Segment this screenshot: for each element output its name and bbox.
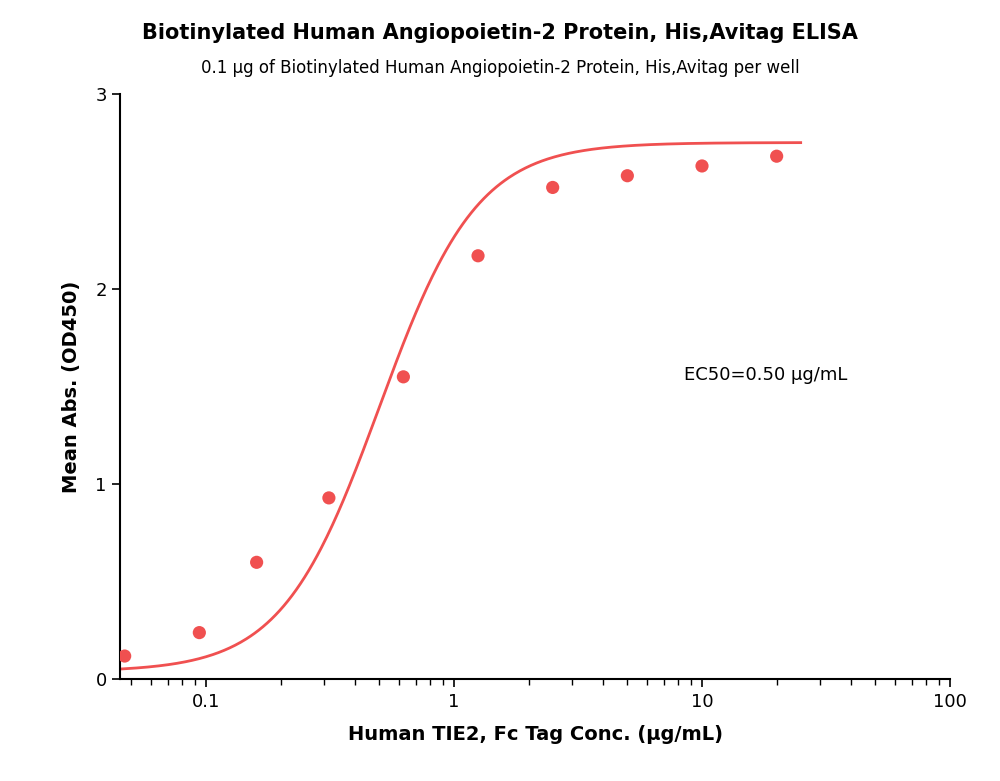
Text: 0.1 μg of Biotinylated Human Angiopoietin-2 Protein, His,Avitag per well: 0.1 μg of Biotinylated Human Angiopoieti… — [201, 59, 799, 77]
Text: EC50=0.50 μg/mL: EC50=0.50 μg/mL — [684, 366, 848, 384]
Point — [191, 626, 207, 639]
Point — [395, 371, 411, 383]
Point — [249, 556, 265, 569]
Y-axis label: Mean Abs. (OD450): Mean Abs. (OD450) — [62, 280, 81, 493]
Point — [117, 650, 133, 662]
X-axis label: Human TIE2, Fc Tag Conc. (μg/mL): Human TIE2, Fc Tag Conc. (μg/mL) — [348, 725, 722, 744]
Point — [470, 250, 486, 262]
Point — [769, 150, 785, 162]
Point — [694, 160, 710, 173]
Point — [619, 169, 635, 182]
Point — [321, 492, 337, 505]
Point — [545, 181, 561, 194]
Text: Biotinylated Human Angiopoietin-2 Protein, His,Avitag ELISA: Biotinylated Human Angiopoietin-2 Protei… — [142, 23, 858, 44]
